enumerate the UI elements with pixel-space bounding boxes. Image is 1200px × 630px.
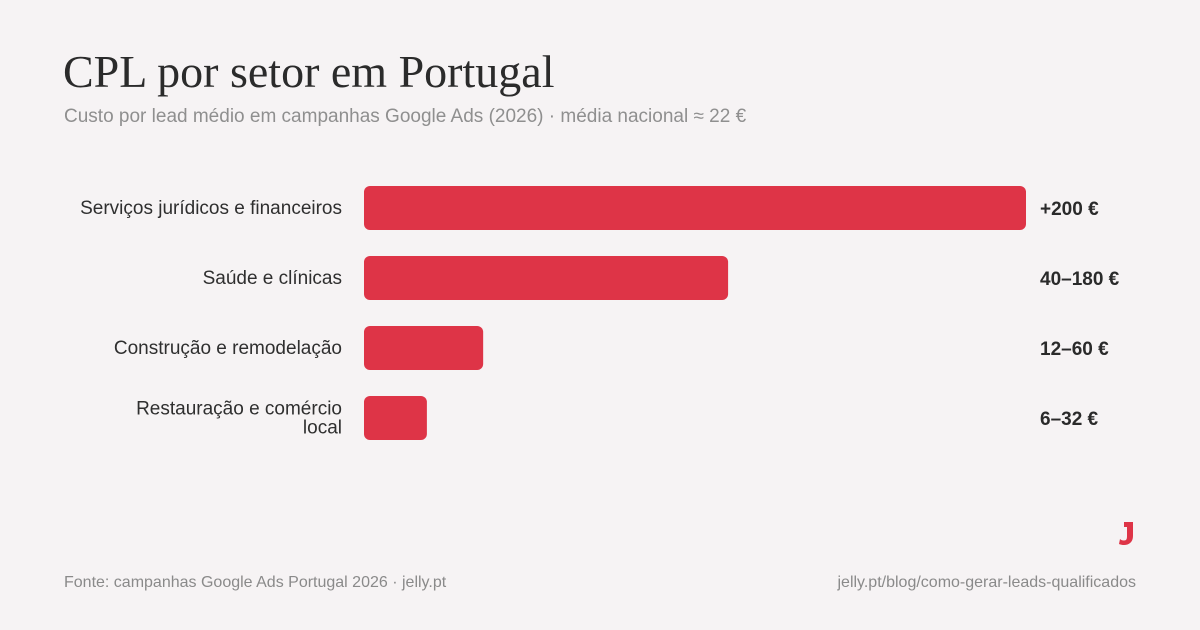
jelly-logo-icon	[1119, 522, 1133, 545]
value-label-2: 12–60 €	[1040, 339, 1109, 360]
bar-3	[364, 396, 427, 440]
category-label-2: Construção e remodelação	[114, 338, 342, 359]
category-label-0: Serviços jurídicos e financeiros	[80, 198, 342, 219]
bar-1	[364, 256, 729, 300]
value-label-3: 6–32 €	[1040, 409, 1099, 430]
source-note: Fonte: campanhas Google Ads Portugal 202…	[64, 574, 447, 591]
chart-subtitle: Custo por lead médio em campanhas Google…	[64, 106, 747, 127]
bar-0	[364, 186, 1026, 230]
value-label-1: 40–180 €	[1040, 269, 1120, 290]
category-label-1: Saúde e clínicas	[203, 268, 342, 289]
chart-title: CPL por setor em Portugal	[63, 46, 555, 97]
bar-2	[364, 326, 484, 370]
article-url: jelly.pt/blog/como-gerar-leads-qualifica…	[837, 574, 1136, 591]
value-label-0: +200 €	[1040, 199, 1099, 220]
category-label-3: Restauração e comércio local	[136, 399, 342, 439]
